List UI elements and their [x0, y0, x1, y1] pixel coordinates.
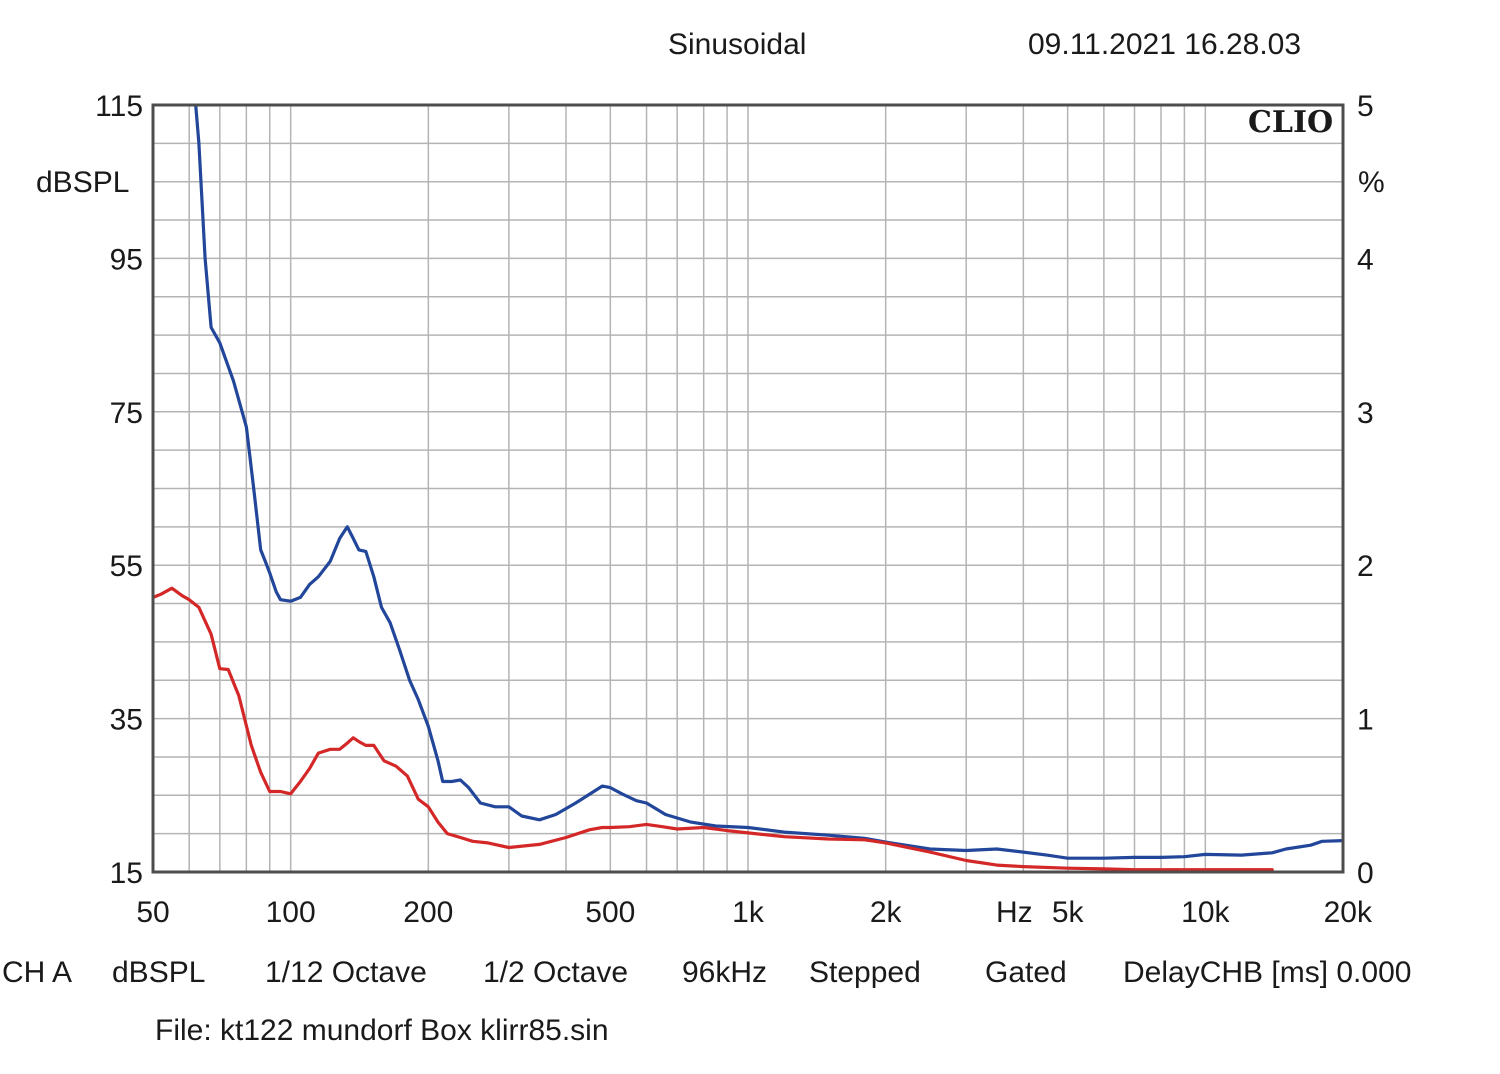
- status-resolution: 1/12 Octave: [265, 956, 427, 989]
- status-delay: DelayCHB [ms] 0.000: [1123, 956, 1412, 989]
- left-axis-tick-label: 95: [110, 243, 143, 276]
- x-axis-tick-label: 1k: [732, 896, 765, 929]
- x-axis-tick-label: 50: [136, 896, 169, 929]
- measurement-timestamp: 09.11.2021 16.28.03: [1028, 28, 1302, 61]
- x-axis-tick-label: 500: [585, 896, 635, 929]
- series-line-1: [194, 105, 1343, 860]
- clio-logo: CLIO: [1248, 105, 1334, 140]
- right-axis-tick-label: 3: [1357, 397, 1374, 430]
- status-smoothing: 1/2 Octave: [483, 956, 629, 989]
- x-axis-tick-label: 200: [403, 896, 453, 929]
- status-window: Gated: [985, 956, 1067, 989]
- x-axis-unit: Hz: [996, 896, 1033, 929]
- right-axis-tick-labels: 5 4 3 2 1 0: [1357, 90, 1374, 890]
- status-sweep: Stepped: [809, 956, 921, 989]
- right-axis-tick-label: 1: [1357, 704, 1374, 737]
- plot-frame: [151, 103, 1345, 874]
- series-layer: [153, 105, 1343, 872]
- left-axis-unit: dBSPL: [36, 166, 130, 199]
- file-name: File: kt122 mundorf Box klirr85.sin: [155, 1014, 609, 1047]
- status-unit: dBSPL: [112, 956, 206, 989]
- left-axis-tick-label: 75: [110, 397, 143, 430]
- right-axis-tick-label: 0: [1357, 857, 1374, 890]
- right-axis-tick-label: 2: [1357, 550, 1374, 583]
- x-axis-tick-label: 100: [266, 896, 316, 929]
- series-line-2: [153, 586, 1274, 872]
- x-axis-tick-label: 10k: [1181, 896, 1230, 929]
- x-axis-tick-label: 2k: [870, 896, 903, 929]
- x-axis-tick-label: 20k: [1324, 896, 1373, 929]
- right-axis-tick-label: 5: [1357, 90, 1374, 123]
- x-axis-tick-labels: 50 100 200 500 1k 2k 5k 10k 20k: [136, 896, 1373, 929]
- right-axis-unit: %: [1358, 166, 1385, 199]
- left-axis-tick-label: 115: [95, 90, 143, 123]
- left-axis-tick-label: 15: [110, 857, 143, 890]
- x-axis-tick-label: 5k: [1052, 896, 1085, 929]
- right-axis-tick-label: 4: [1357, 243, 1374, 276]
- left-axis-tick-label: 55: [110, 550, 143, 583]
- minor-grid-lines: [188, 105, 1207, 872]
- status-sample-rate: 96kHz: [682, 956, 768, 989]
- measurement-mode: Sinusoidal: [668, 28, 807, 61]
- status-channel: CH A: [2, 956, 73, 989]
- left-axis-tick-labels: 115 95 75 55 35 15: [95, 90, 143, 890]
- left-axis-tick-label: 35: [110, 704, 143, 737]
